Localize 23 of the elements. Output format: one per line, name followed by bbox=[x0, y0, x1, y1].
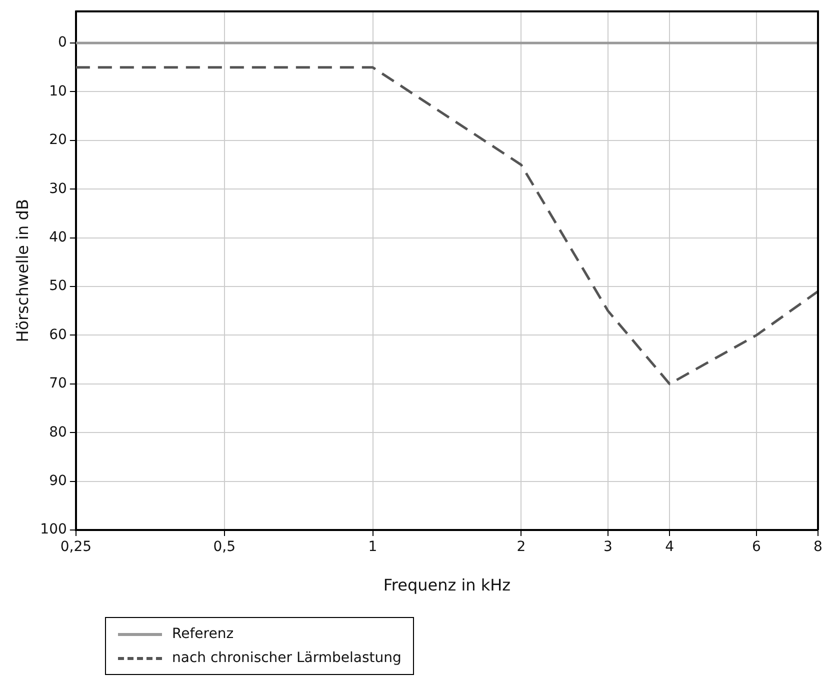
x-tick-label: 2 bbox=[516, 539, 526, 556]
y-tick-label: 50 bbox=[49, 278, 67, 294]
legend-label: Referenz bbox=[172, 626, 234, 642]
y-tick-label: 100 bbox=[40, 522, 67, 538]
x-tick-label: 3 bbox=[604, 539, 612, 556]
y-tick-label: 0 bbox=[58, 34, 67, 51]
legend-label: nach chronischer Lärmbelastung bbox=[172, 650, 402, 666]
x-axis-title: Frequenz in kHz bbox=[383, 576, 511, 595]
x-tick-label: 0,25 bbox=[60, 539, 92, 556]
y-tick-label: 80 bbox=[49, 424, 67, 440]
x-tick-label: 4 bbox=[665, 539, 674, 556]
y-tick-label: 20 bbox=[49, 132, 67, 148]
x-tick-label: 6 bbox=[752, 539, 761, 556]
x-tick-label: 0,5 bbox=[213, 539, 236, 556]
y-tick-label: 30 bbox=[49, 180, 67, 197]
y-tick-label: 40 bbox=[49, 229, 67, 246]
y-tick-label: 70 bbox=[49, 376, 67, 392]
y-tick-label: 60 bbox=[49, 326, 67, 343]
y-axis-title: Hörschwelle in dB bbox=[12, 199, 32, 342]
y-tick-label: 10 bbox=[49, 83, 67, 100]
x-tick-label: 1 bbox=[368, 539, 378, 556]
y-tick-label: 90 bbox=[49, 472, 67, 489]
x-tick-label: 8 bbox=[814, 539, 822, 556]
